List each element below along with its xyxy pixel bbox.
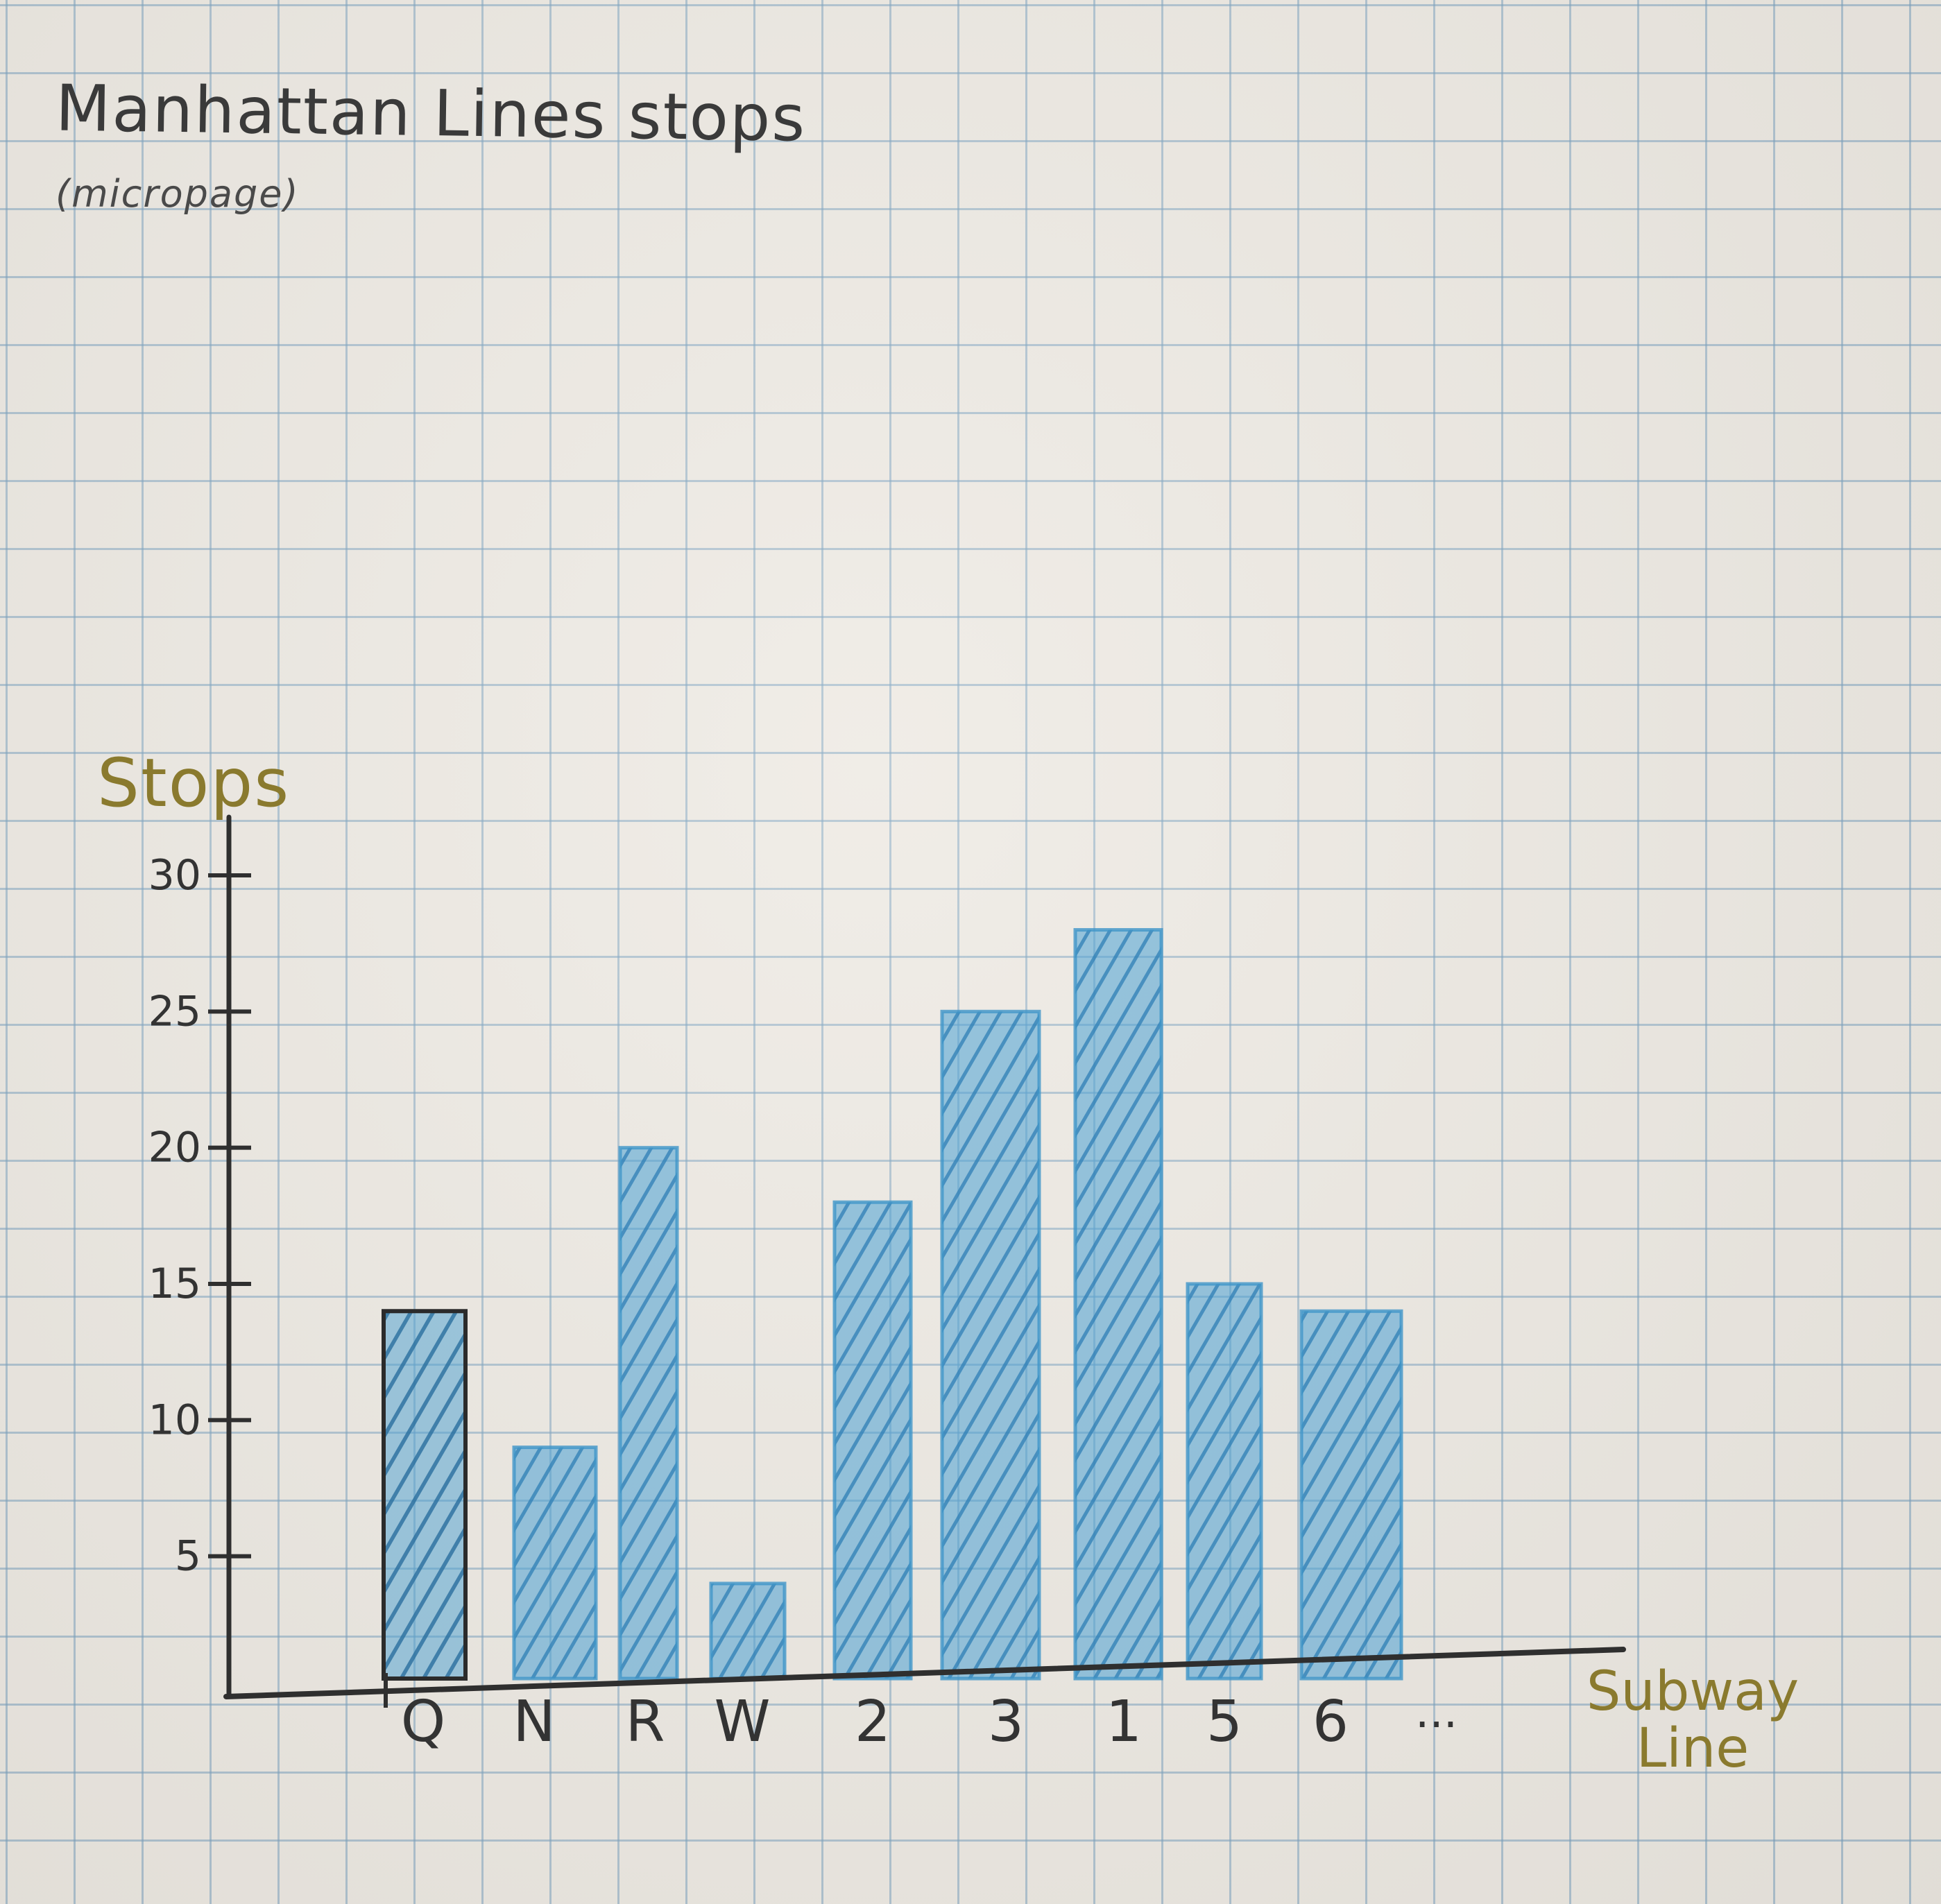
x-tick-label-W: W: [714, 1689, 770, 1755]
bar-W: [709, 1581, 787, 1681]
y-tick-label-30: 30: [148, 851, 201, 900]
x-tick-label-2: 2: [855, 1689, 891, 1755]
bar-5: [1186, 1282, 1263, 1681]
bars-layer: [382, 928, 1403, 1681]
x-tick-label-Q: Q: [401, 1689, 446, 1755]
chart-subtitle: (micropage): [55, 172, 300, 216]
bar-R: [618, 1146, 679, 1681]
x-tick-label-1: 1: [1106, 1689, 1142, 1755]
bar-1: [1073, 928, 1163, 1681]
x-tick-label-N: N: [513, 1689, 555, 1755]
y-tick-label-25: 25: [148, 987, 201, 1036]
bar-N: [512, 1446, 598, 1681]
x-axis-line: [223, 1647, 1626, 1699]
ticks-layer: 5 10 15 20 25 30: [148, 851, 251, 1581]
bar-6: [1299, 1309, 1403, 1681]
y-axis-label: Stops: [97, 744, 290, 822]
x-tick-label-3: 3: [988, 1689, 1024, 1755]
y-tick-label-15: 15: [148, 1260, 201, 1308]
x-tick-label-6: 6: [1312, 1689, 1349, 1755]
x-tick-label-5: 5: [1206, 1689, 1242, 1755]
x-tick-label-R: R: [626, 1689, 665, 1755]
y-tick-label-10: 10: [148, 1396, 201, 1444]
x-tick-ellipsis: ...: [1415, 1687, 1457, 1738]
bar-2: [832, 1200, 913, 1681]
y-tick-label-5: 5: [175, 1532, 201, 1581]
x-axis-label: Subway Line: [1587, 1661, 1799, 1780]
bar-3: [940, 1009, 1041, 1681]
labels-layer: Stops Q N R W 2 3 1 5 6... Subway Line: [97, 744, 1799, 1780]
y-tick-label-20: 20: [148, 1124, 201, 1172]
bar-Q: [382, 1309, 468, 1681]
axes-layer: [223, 814, 1626, 1708]
